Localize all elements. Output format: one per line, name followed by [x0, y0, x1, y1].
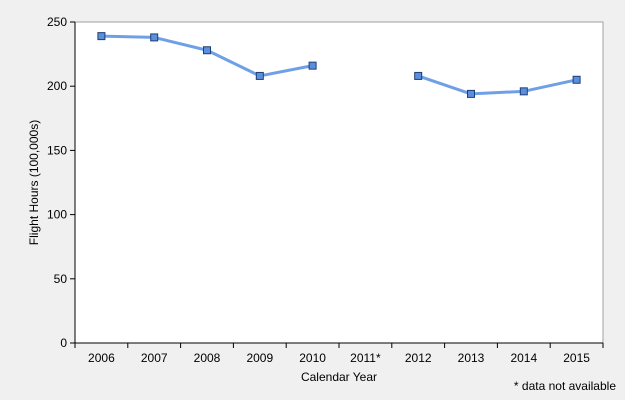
x-tick-label: 2012	[405, 351, 432, 365]
x-tick-label: 2011*	[350, 351, 381, 365]
y-tick-label: 100	[47, 208, 67, 222]
data-point-marker	[308, 61, 317, 70]
x-tick-label: 2010	[299, 351, 326, 365]
data-point-marker	[519, 87, 528, 96]
data-point-marker	[255, 71, 264, 80]
x-tick-label: 2013	[458, 351, 485, 365]
x-axis-title: Calendar Year	[301, 370, 377, 384]
x-tick-label: 2009	[246, 351, 273, 365]
data-point-marker	[572, 75, 581, 84]
data-point-marker	[97, 32, 106, 41]
x-tick-label: 2006	[88, 351, 115, 365]
plot-area	[74, 21, 604, 344]
data-point-marker	[203, 46, 211, 55]
x-tick-label: 2007	[141, 351, 168, 365]
plot-background	[74, 21, 604, 344]
y-axis-title: Flight Hours (100,000s)	[27, 120, 41, 245]
data-point-marker	[150, 33, 159, 42]
data-point-marker	[414, 71, 423, 80]
x-axis: 2006 2007 2008 2009 2010 2011* 2012 2013 2014 201…	[74, 342, 604, 365]
data-point-marker	[467, 89, 475, 98]
footnote-annotation: * data not available	[514, 379, 616, 393]
y-tick-label: 50	[54, 272, 68, 286]
y-tick-label: 0	[60, 336, 67, 350]
y-axis: 0 50 100 150 200 250	[47, 15, 76, 350]
x-tick-label: 2014	[510, 351, 537, 365]
series-line	[416, 74, 579, 96]
y-tick-label: 250	[47, 15, 67, 29]
x-tick-label: 2008	[194, 351, 221, 365]
y-tick-label: 150	[47, 143, 67, 157]
y-tick-label: 200	[47, 79, 67, 93]
series-layer	[97, 32, 581, 98]
x-tick-label: 2015	[563, 351, 590, 365]
